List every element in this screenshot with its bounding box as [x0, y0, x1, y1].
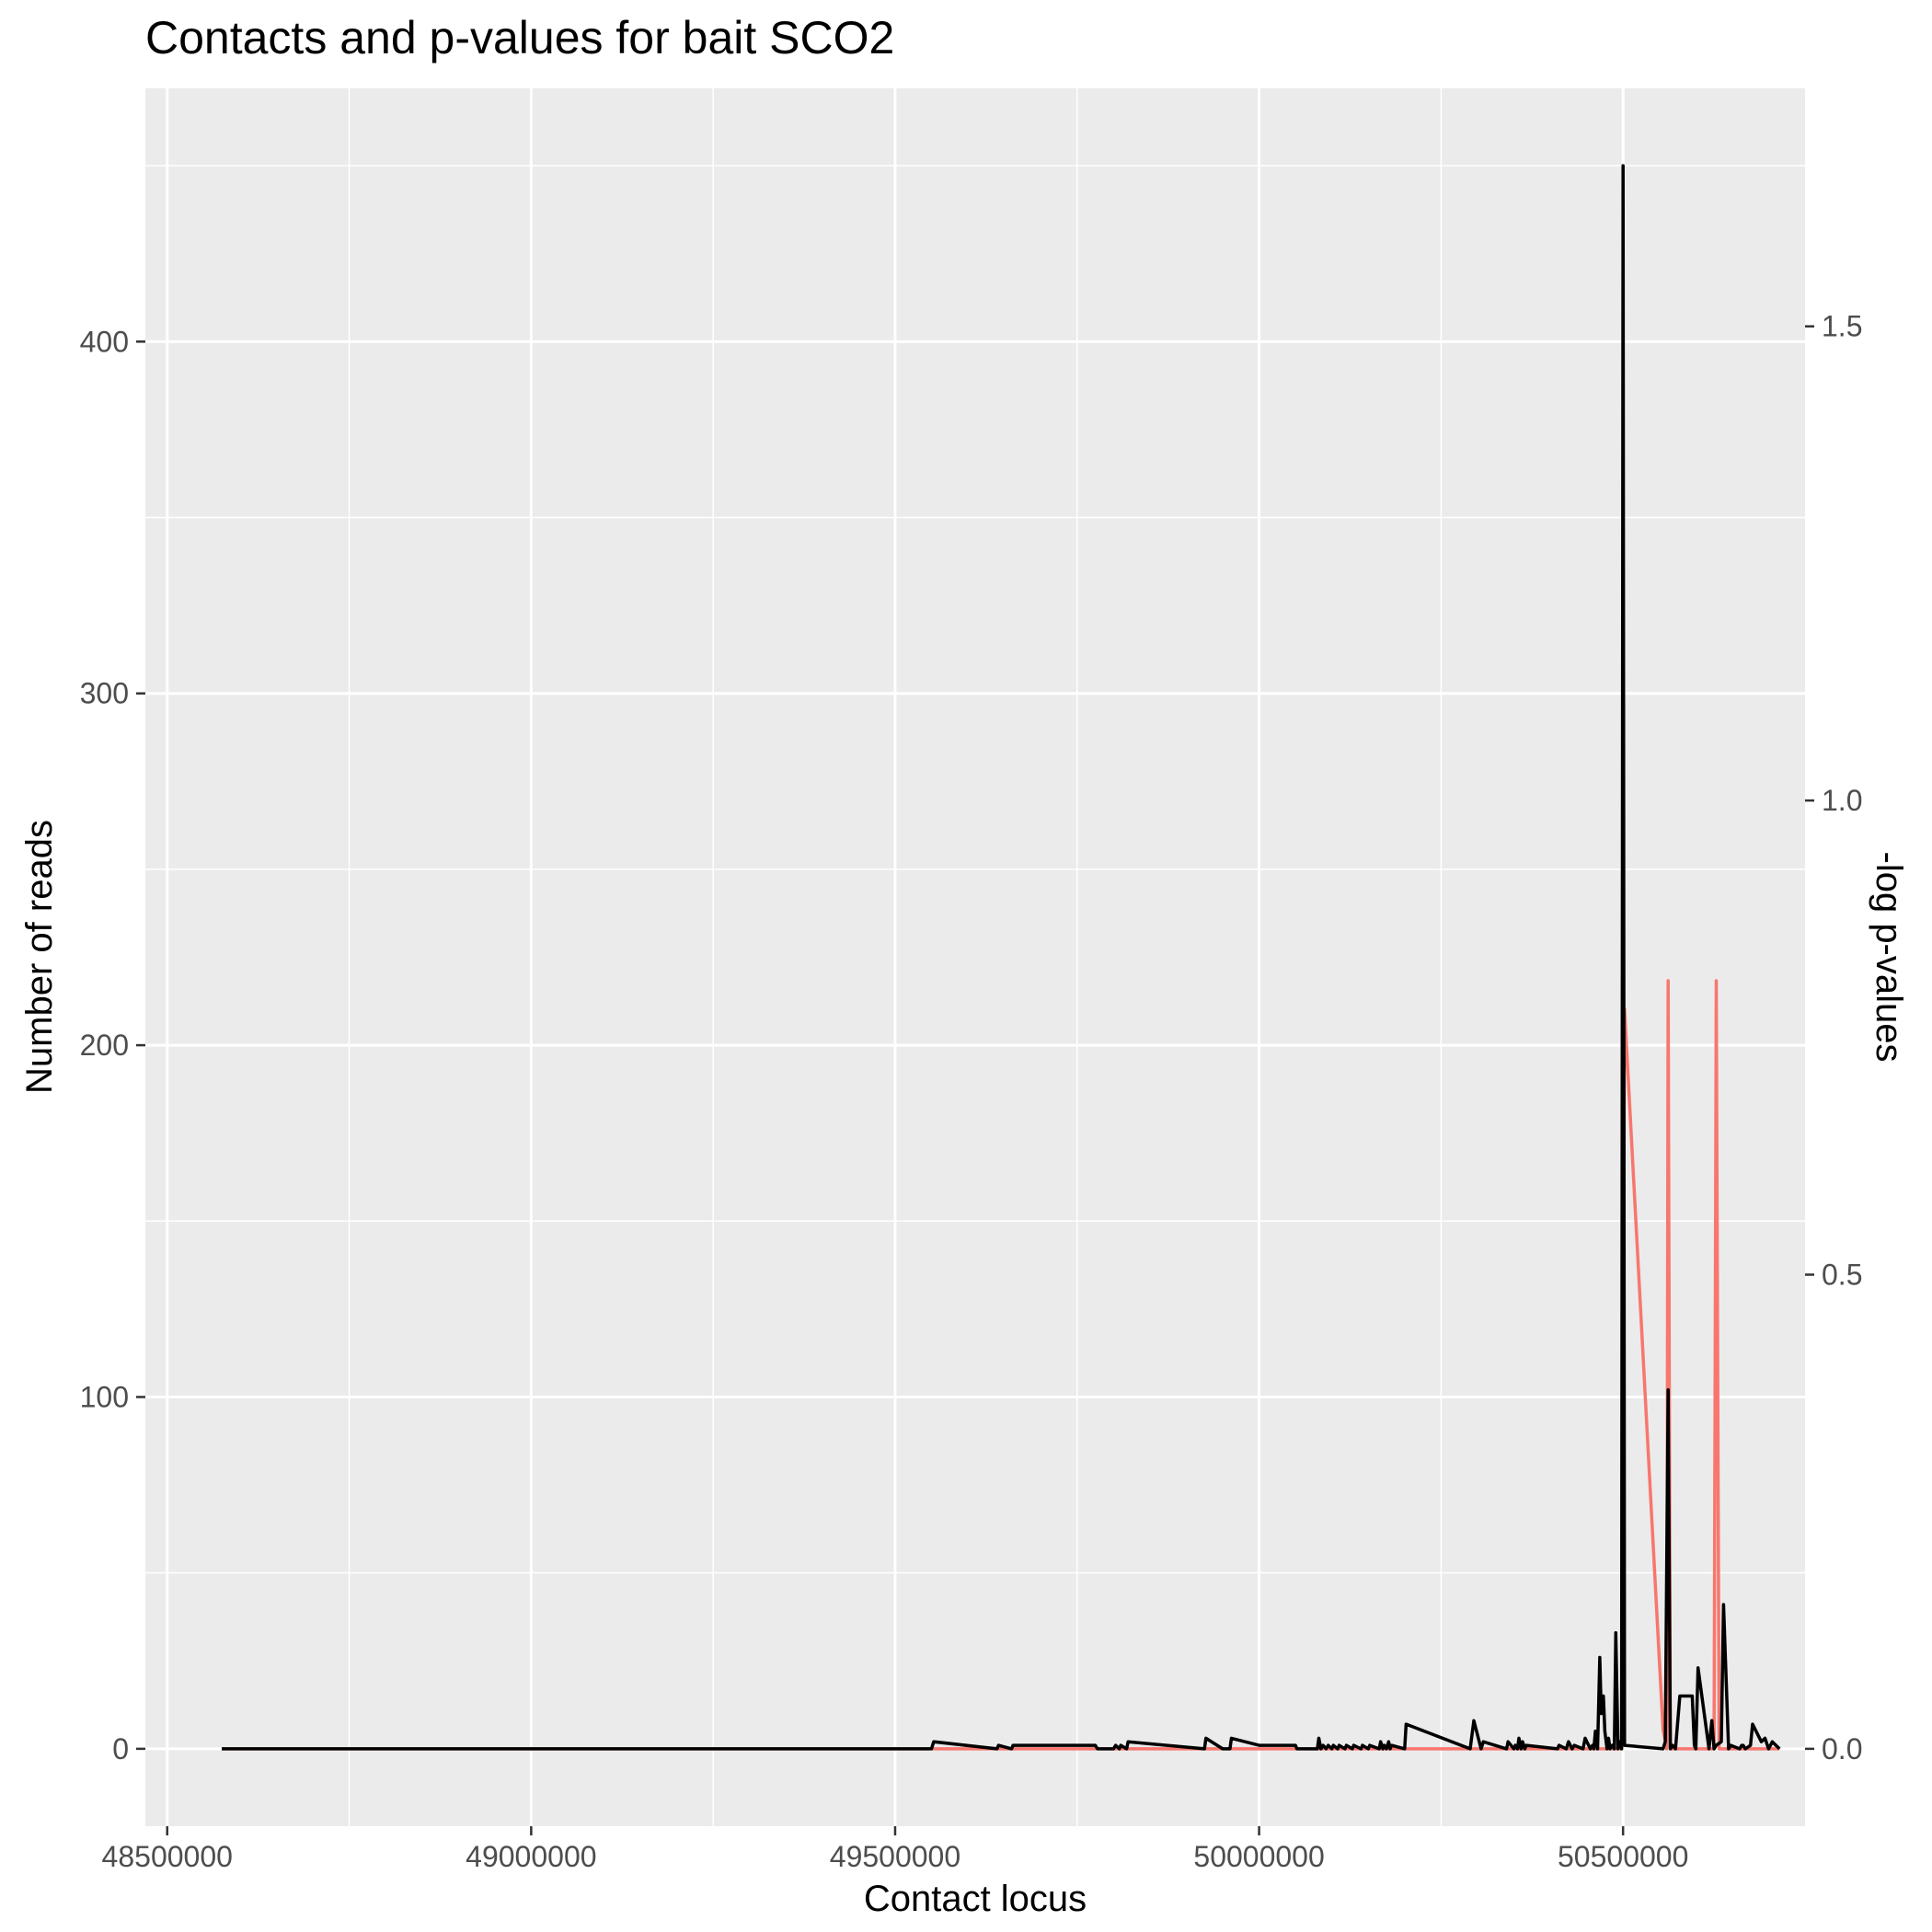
x-tick-label: 48500000 — [102, 1840, 233, 1873]
y2-tick-label: 1.0 — [1822, 784, 1862, 817]
y2-tick-label: 1.5 — [1822, 310, 1862, 343]
y-axis-left: 0 100 200 300 400 — [80, 325, 145, 1765]
y-axis-right: 0.0 0.5 1.0 1.5 — [1805, 310, 1862, 1765]
y-tick-label: 400 — [80, 325, 129, 358]
y-tick-label: 200 — [80, 1029, 129, 1062]
x-tick-label: 49500000 — [830, 1840, 960, 1873]
x-axis-title: Contact locus — [864, 1879, 1087, 1919]
y-tick-label: 0 — [112, 1732, 129, 1765]
y-tick-label: 100 — [80, 1380, 129, 1413]
chart-title: Contacts and p-values for bait SCO2 — [145, 12, 894, 63]
reads-series-line — [222, 164, 1781, 1751]
y-tick-label: 300 — [80, 677, 129, 710]
x-axis: 48500000 49000000 49500000 50000000 50500000 — [102, 1826, 1688, 1873]
plot-panel — [145, 88, 1805, 1826]
y2-tick-label: 0.5 — [1822, 1259, 1862, 1292]
y-axis-title: Number of reads — [19, 820, 60, 1094]
series-layer — [222, 164, 1781, 1751]
y2-axis-title: -log p-values — [1869, 851, 1909, 1062]
x-tick-label: 49000000 — [466, 1840, 596, 1873]
grid-minor — [145, 88, 1805, 1826]
x-tick-label: 50500000 — [1558, 1840, 1688, 1873]
x-tick-label: 50000000 — [1193, 1840, 1324, 1873]
y2-tick-label: 0.0 — [1822, 1732, 1862, 1765]
